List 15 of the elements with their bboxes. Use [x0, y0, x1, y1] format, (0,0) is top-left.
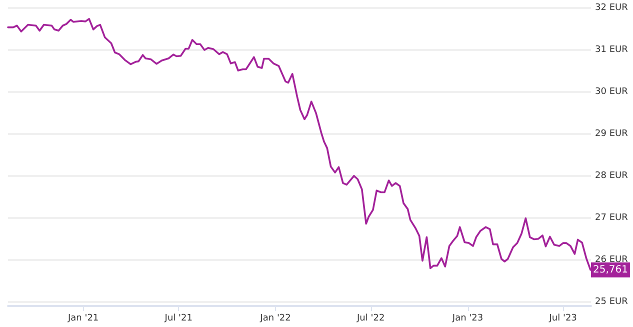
- x-tick-label: Jul '22: [356, 314, 385, 324]
- x-tick-label: Jul '21: [164, 314, 192, 324]
- x-tick-label: Jan '23: [451, 314, 484, 324]
- y-tick-label: 28 EUR: [595, 170, 628, 181]
- annotation: 25,761: [592, 264, 628, 276]
- y-tick-label: 29 EUR: [595, 128, 628, 139]
- y-tick-label: 32 EUR: [595, 3, 628, 13]
- y-tick-label: 25 EUR: [595, 296, 628, 307]
- y-tick-label: 27 EUR: [595, 212, 628, 223]
- x-tick-label: Jan '21: [66, 314, 99, 324]
- y-tick-label: 30 EUR: [595, 86, 628, 97]
- y-tick-label: 26 EUR: [595, 254, 628, 265]
- x-tick-label: Jan '22: [259, 314, 291, 324]
- y-tick-label: 31 EUR: [595, 44, 628, 55]
- x-tick-label: Jul '23: [548, 314, 577, 324]
